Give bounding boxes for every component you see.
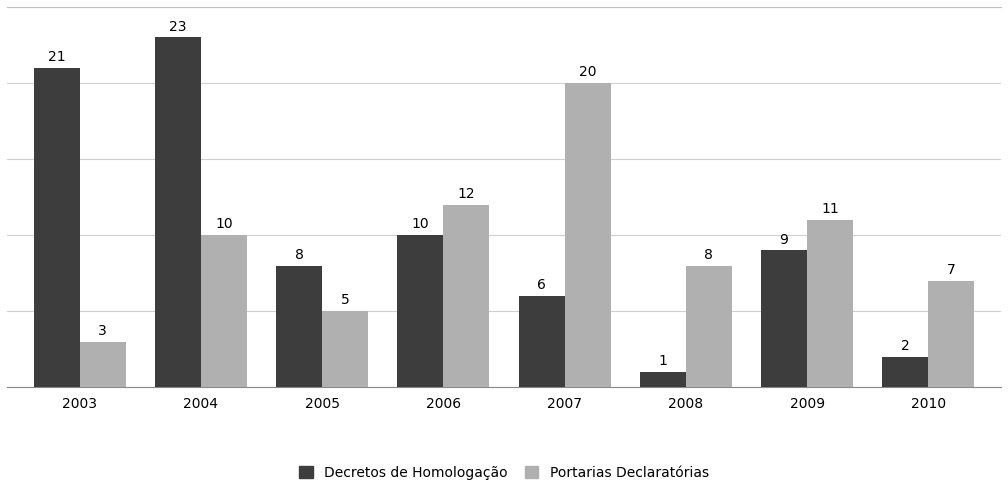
Text: 6: 6 [537, 278, 546, 292]
Bar [564, 83, 611, 387]
Bar [685, 266, 732, 387]
Bar [276, 266, 323, 387]
Bar [807, 220, 853, 387]
Text: 10: 10 [411, 217, 429, 231]
Text: 1: 1 [658, 354, 667, 368]
Bar [928, 281, 975, 387]
Bar [323, 311, 368, 387]
Text: 2: 2 [901, 339, 909, 353]
Bar [33, 68, 80, 387]
Legend: Decretos de Homologação, Portarias Declaratórias: Decretos de Homologação, Portarias Decla… [292, 459, 716, 484]
Bar [761, 250, 807, 387]
Bar [80, 342, 126, 387]
Text: 5: 5 [341, 293, 350, 307]
Bar [882, 357, 928, 387]
Bar [201, 235, 247, 387]
Text: 3: 3 [99, 324, 107, 338]
Bar [444, 205, 490, 387]
Text: 8: 8 [294, 248, 303, 262]
Text: 7: 7 [947, 263, 956, 277]
Text: 20: 20 [579, 65, 597, 79]
Text: 11: 11 [822, 202, 839, 216]
Text: 21: 21 [47, 50, 66, 64]
Bar [518, 296, 564, 387]
Bar [155, 37, 201, 387]
Bar [397, 235, 444, 387]
Text: 23: 23 [169, 19, 186, 33]
Bar [640, 372, 685, 387]
Text: 9: 9 [779, 232, 788, 246]
Text: 12: 12 [458, 187, 475, 201]
Text: 10: 10 [215, 217, 233, 231]
Text: 8: 8 [705, 248, 714, 262]
